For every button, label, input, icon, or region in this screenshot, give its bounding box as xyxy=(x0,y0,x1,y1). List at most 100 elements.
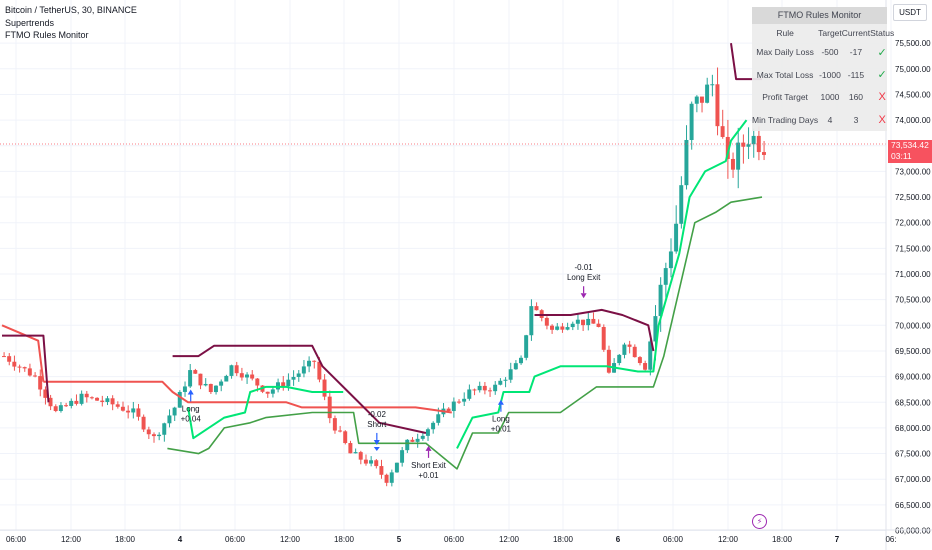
candle-body xyxy=(410,439,415,442)
supertrend-fast-down xyxy=(1,324,45,382)
candle-body xyxy=(239,373,244,378)
symbol-title[interactable]: Bitcoin / TetherUS, 30, BINANCE xyxy=(5,5,137,15)
signal-pnl: +0.01 xyxy=(491,425,512,434)
candle-body xyxy=(244,374,249,378)
candle-body xyxy=(550,325,554,330)
candle-body xyxy=(79,393,84,404)
candle-body xyxy=(363,459,368,464)
table-row: Min Trading Days 4 3 X xyxy=(752,109,894,132)
rule-status: ✓ xyxy=(877,46,887,59)
candle-body xyxy=(705,84,710,103)
candle-body xyxy=(663,268,668,285)
col-rule: Rule xyxy=(776,27,794,38)
signal-pnl: +0.04 xyxy=(181,414,202,423)
y-tick-label: 68,000.00 xyxy=(895,424,931,433)
signal-arrow-up xyxy=(425,445,432,451)
x-tick-label: 06:00 xyxy=(663,535,684,544)
candle-body xyxy=(420,435,425,439)
candle-body xyxy=(394,462,399,473)
candle-body xyxy=(637,357,642,364)
x-tick-label: 12:00 xyxy=(280,535,301,544)
supertrend-slow-up xyxy=(167,196,763,470)
candle-body xyxy=(524,335,529,358)
candle-body xyxy=(591,318,596,324)
bolt-icon[interactable]: ⚡ xyxy=(752,514,767,529)
candle-body xyxy=(658,284,663,317)
rule-current: -115 xyxy=(847,69,865,80)
candle-body xyxy=(177,391,182,408)
candle-body xyxy=(358,452,363,460)
y-tick-label: 66,500.00 xyxy=(895,501,931,510)
candle-body xyxy=(307,360,311,367)
rule-name: Max Total Loss xyxy=(756,69,814,80)
candle-body xyxy=(431,422,436,430)
candle-body xyxy=(565,327,570,330)
rule-status: ✓ xyxy=(877,69,887,82)
table-row: Max Daily Loss -500 -17 ✓ xyxy=(752,41,894,64)
candle-body xyxy=(725,136,730,159)
ftmo-table-header-row: Rule Target Current Status xyxy=(752,24,894,41)
chart-grid xyxy=(0,0,892,531)
candle-body xyxy=(513,363,518,370)
candle-body xyxy=(462,398,467,402)
currency-button[interactable]: USDT xyxy=(893,4,927,21)
candle-body xyxy=(136,408,141,417)
col-target: Target xyxy=(818,27,842,38)
candle-body xyxy=(684,139,689,186)
candle-body xyxy=(472,389,477,391)
candle-body xyxy=(451,401,456,411)
candle-body xyxy=(219,381,224,386)
x-tick-label: 18:00 xyxy=(772,535,793,544)
indicator-supertrends[interactable]: Supertrends xyxy=(5,17,55,28)
candle-body xyxy=(338,430,343,432)
candle-body xyxy=(43,389,48,398)
candle-body xyxy=(322,379,327,397)
y-tick-label: 72,500.00 xyxy=(895,193,931,202)
candle-body xyxy=(182,386,187,392)
y-tick-label: 66,000.00 xyxy=(895,527,931,536)
y-tick-label: 70,000.00 xyxy=(895,321,931,330)
indicator-ftmo-monitor[interactable]: FTMO Rules Monitor xyxy=(5,30,89,40)
candle-body xyxy=(100,400,105,402)
y-tick-label: 75,500.00 xyxy=(895,39,931,48)
candle-body xyxy=(208,383,213,393)
candle-body xyxy=(255,378,260,386)
candle-body xyxy=(58,405,63,412)
supertrend-slow-down xyxy=(534,308,655,352)
last-price: 73,534.42 xyxy=(891,140,929,150)
candle-body xyxy=(281,382,286,387)
candle-body xyxy=(203,383,208,386)
candle-body xyxy=(64,405,69,407)
candle-body xyxy=(493,384,498,392)
candle-body xyxy=(7,356,12,362)
table-row: Profit Target 1000 160 X xyxy=(752,86,894,109)
ftmo-rules-table: FTMO Rules Monitor Rule Target Current S… xyxy=(752,7,894,131)
rule-name: Profit Target xyxy=(762,92,808,103)
x-tick-label: 18:00 xyxy=(115,535,136,544)
candle-body xyxy=(296,373,301,377)
candle-body xyxy=(317,361,322,380)
candle-body xyxy=(736,142,741,170)
candle-body xyxy=(674,223,679,252)
x-tick-label: 12:00 xyxy=(499,535,520,544)
x-tick-label: 06: xyxy=(885,535,896,544)
candle-body xyxy=(301,366,306,374)
candle-body xyxy=(503,379,508,381)
candle-body xyxy=(710,84,715,86)
rule-target: 1000 xyxy=(820,92,840,103)
rule-target: -1000 xyxy=(819,69,841,80)
candle-body xyxy=(198,373,203,386)
candle-body xyxy=(653,316,658,342)
candle-body xyxy=(188,370,193,387)
candle-body xyxy=(477,385,482,391)
candle-body xyxy=(379,466,384,475)
signal-pnl: +0.01 xyxy=(418,471,439,480)
chart-legend: Bitcoin / TetherUS, 30, BINANCE Supertre… xyxy=(5,4,137,42)
candle-body xyxy=(389,472,394,483)
rule-status: X xyxy=(878,113,886,126)
x-tick-label: 12:00 xyxy=(718,535,739,544)
signal-arrow-down xyxy=(373,439,380,445)
candle-body xyxy=(84,393,89,398)
candle-body xyxy=(105,398,110,402)
